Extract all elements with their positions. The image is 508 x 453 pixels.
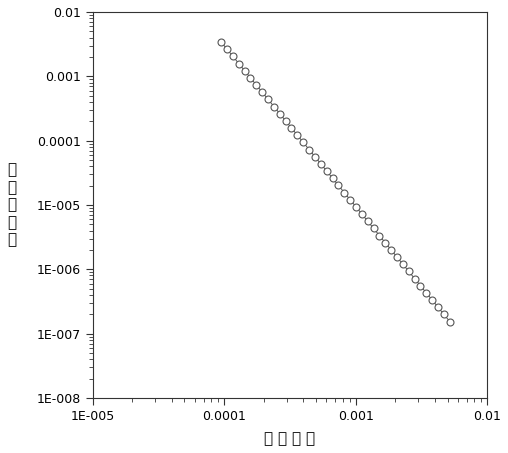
X-axis label: 采 样 时 间: 采 样 时 间	[264, 431, 315, 446]
Y-axis label: 感
应
电
动
势: 感 应 电 动 势	[7, 163, 16, 247]
